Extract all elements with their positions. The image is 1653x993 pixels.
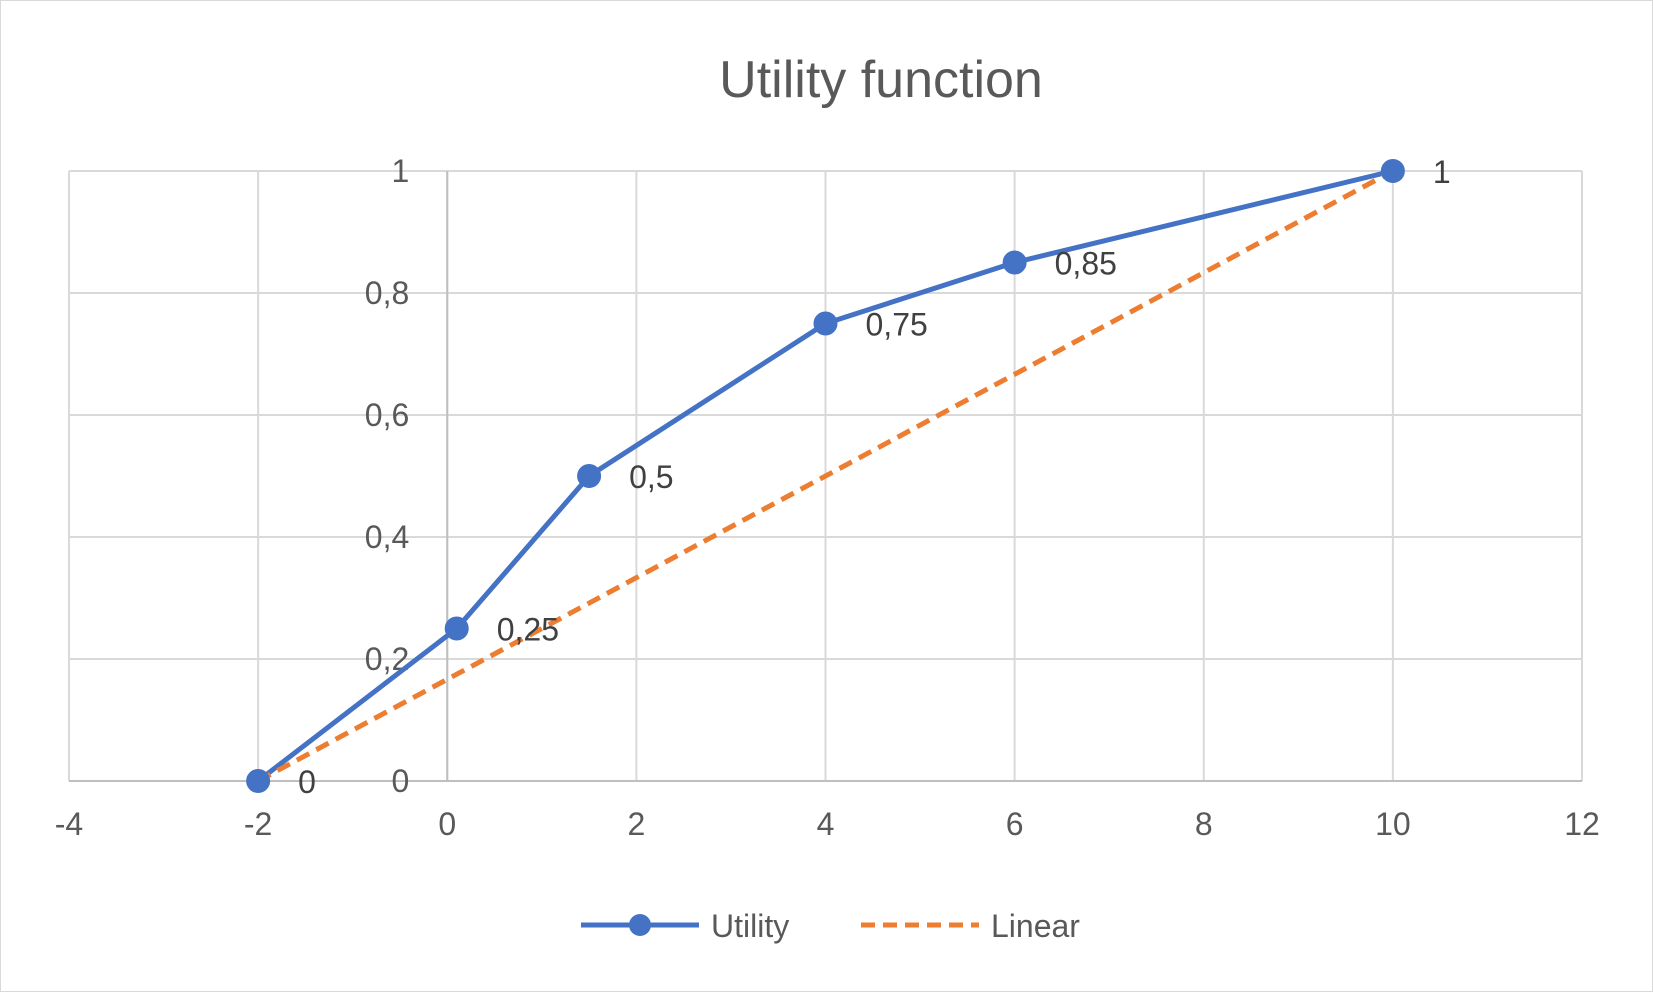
- y-tick-label: 1: [391, 153, 409, 189]
- legend-item-utility[interactable]: Utility: [581, 908, 789, 944]
- legend-swatch-marker: [629, 914, 651, 936]
- y-tick-label: 0,8: [365, 275, 409, 311]
- data-point-utility: [813, 311, 838, 336]
- data-label: 0,25: [497, 612, 559, 648]
- data-label: 1: [1433, 154, 1451, 190]
- x-tick-label: 12: [1564, 806, 1600, 842]
- series-line-utility: [255, 168, 1396, 784]
- data-labels: 0 0,25 0,5 0,75 0,85 1: [298, 154, 1451, 800]
- legend-item-linear[interactable]: Linear: [861, 908, 1080, 944]
- x-tick-label: 8: [1195, 806, 1213, 842]
- data-point-utility: [1002, 250, 1027, 275]
- x-tick-label: 4: [817, 806, 835, 842]
- x-tick-label: -4: [55, 806, 83, 842]
- series-markers: [246, 159, 1405, 793]
- x-tick-label: 6: [1006, 806, 1024, 842]
- series-line-linear: [256, 168, 1395, 784]
- legend-label: Linear: [991, 908, 1080, 944]
- x-tick-label: 10: [1375, 806, 1411, 842]
- x-tick-label: 0: [438, 806, 456, 842]
- x-axis-tick-labels: -4 -2 0 2 4 6 8 10 12: [55, 806, 1600, 842]
- data-label: 0,5: [629, 459, 673, 495]
- data-label: 0,75: [866, 307, 928, 343]
- y-tick-label: 0: [391, 763, 409, 799]
- data-point-utility: [246, 769, 271, 793]
- data-point-utility: [444, 616, 469, 641]
- data-point-utility: [1380, 159, 1405, 183]
- legend[interactable]: Utility Linear: [581, 908, 1080, 944]
- y-tick-label: 0,6: [365, 397, 409, 433]
- data-point-utility: [577, 464, 602, 488]
- axes: [69, 171, 1582, 782]
- x-tick-label: 2: [627, 806, 645, 842]
- series-lines: [255, 168, 1396, 784]
- data-label: 0: [298, 764, 316, 800]
- legend-label: Utility: [711, 908, 789, 944]
- chart-title: Utility function: [719, 51, 1043, 109]
- y-tick-label: 0,4: [365, 519, 409, 555]
- x-tick-label: -2: [244, 806, 272, 842]
- data-label: 0,85: [1055, 246, 1117, 282]
- y-axis-tick-labels: 00,20,40,60,81: [365, 153, 409, 799]
